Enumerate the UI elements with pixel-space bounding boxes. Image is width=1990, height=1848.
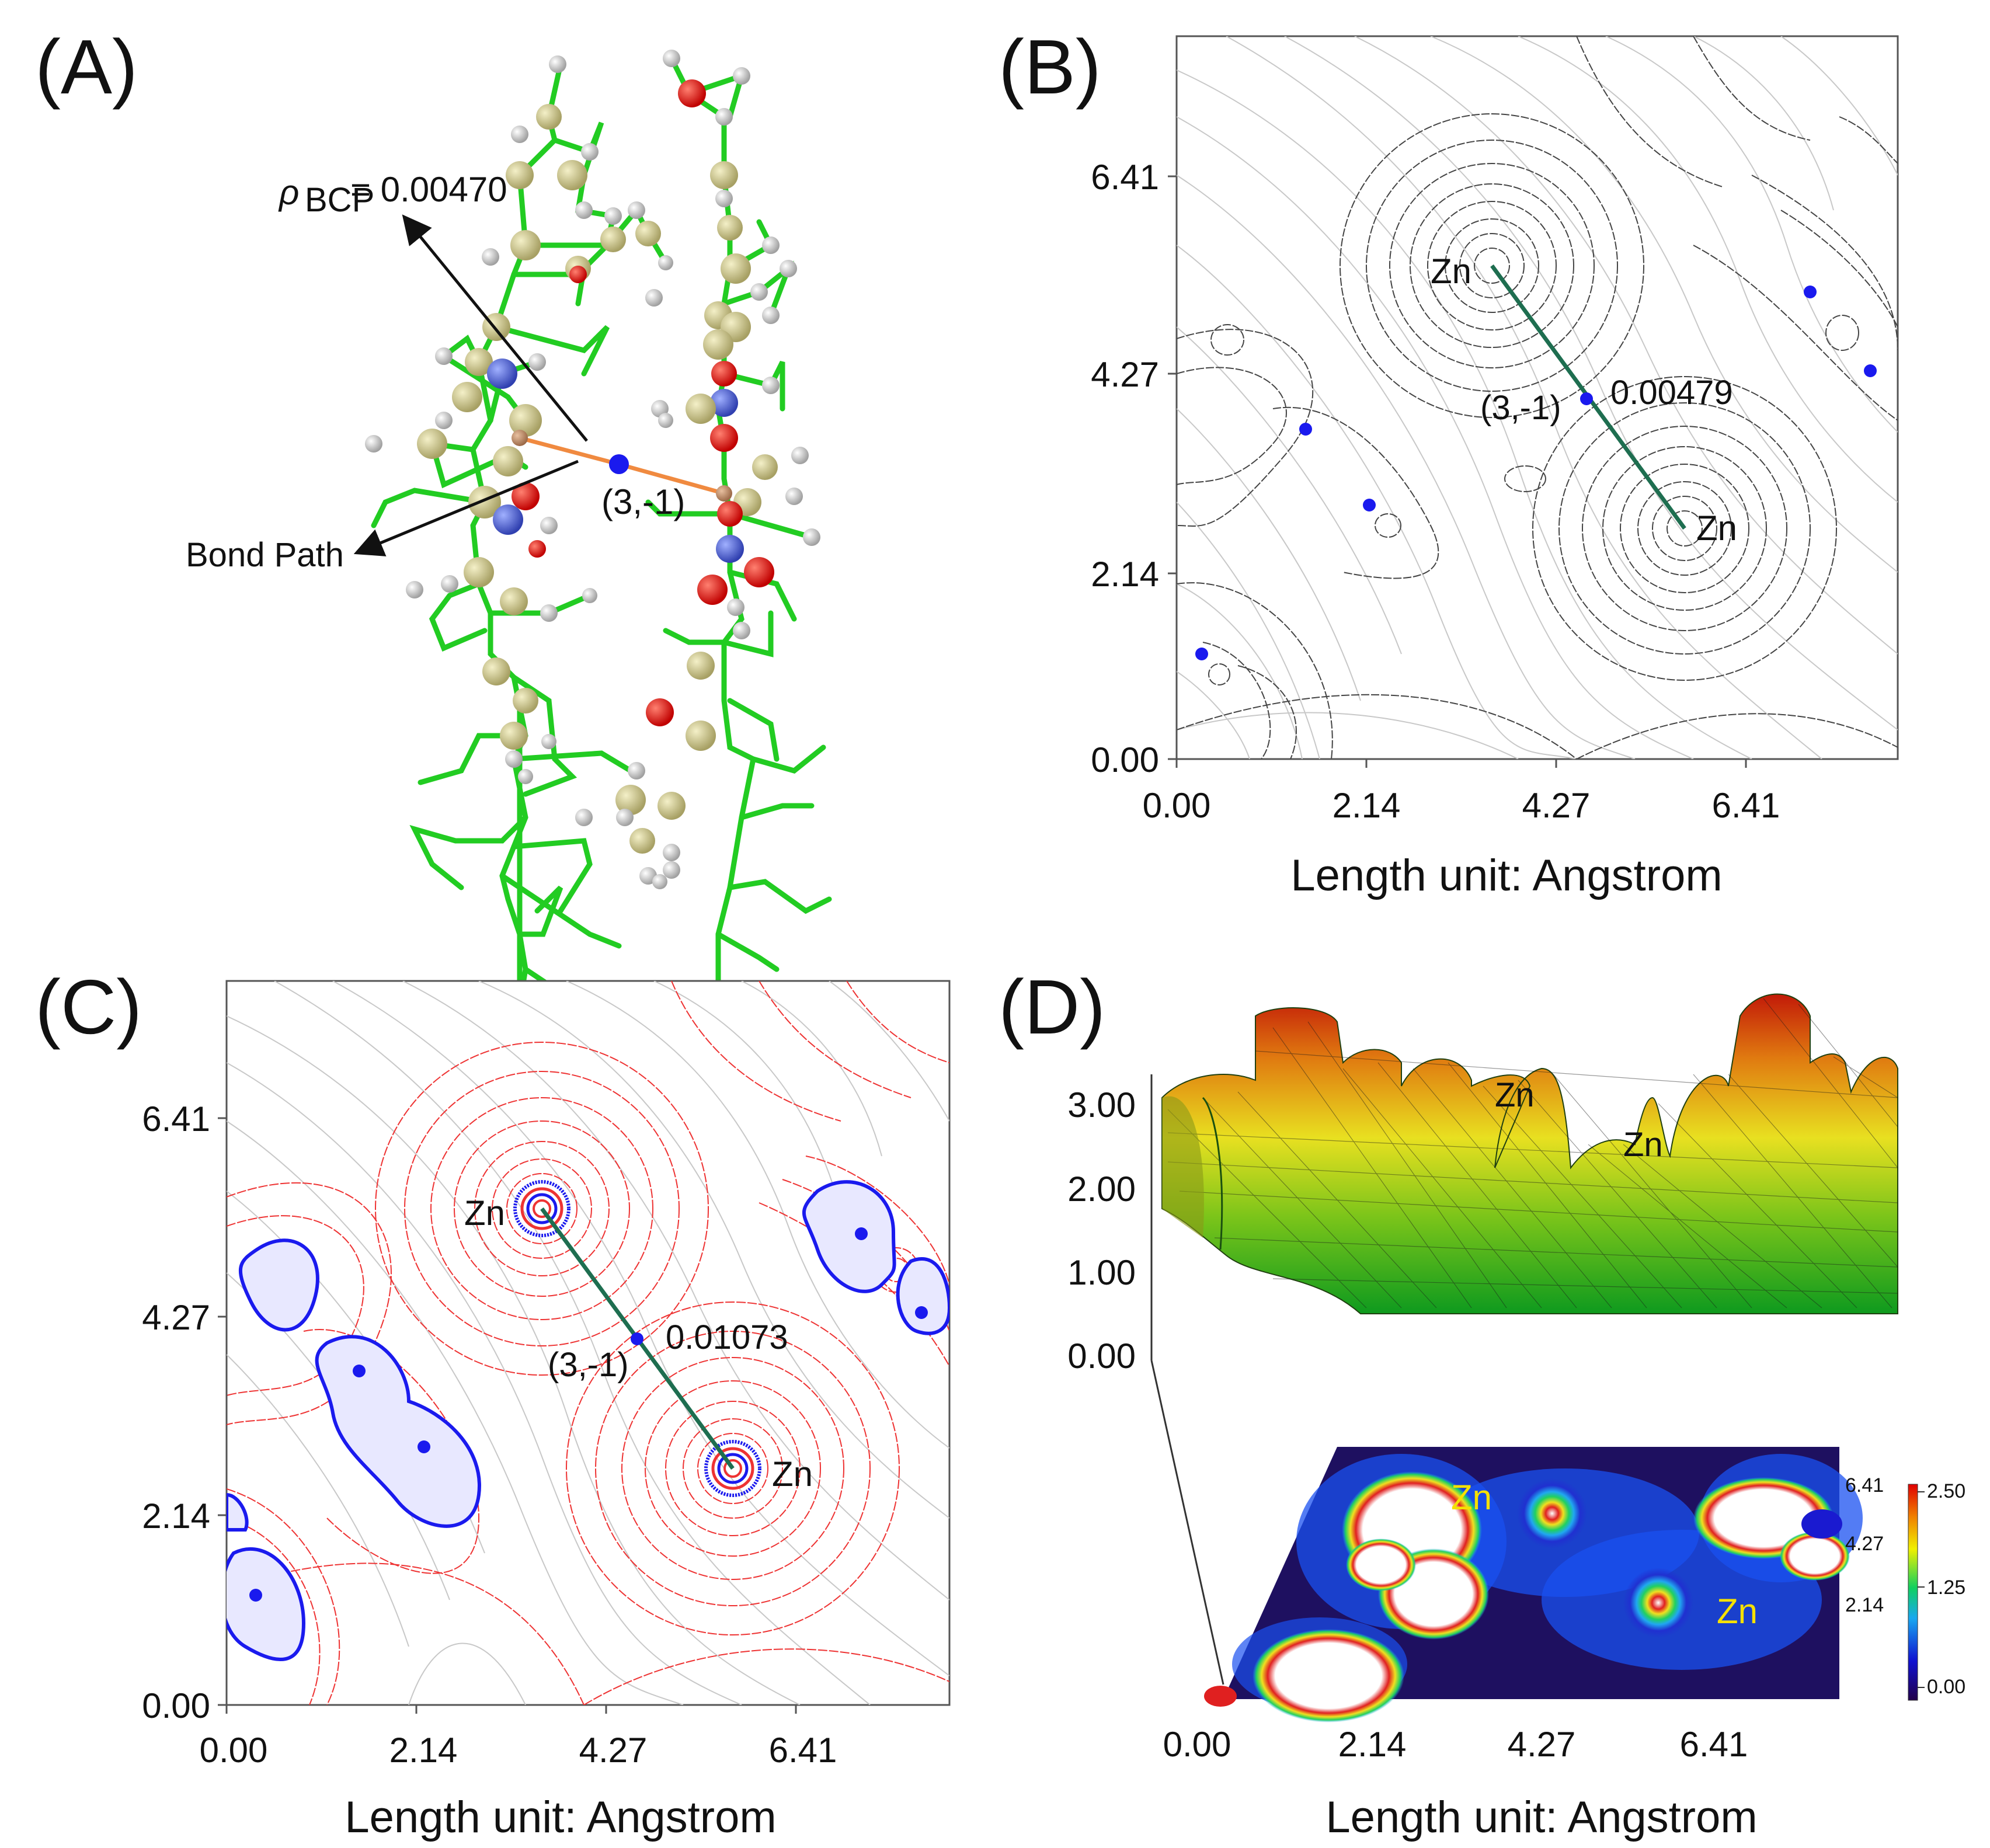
cp-point (249, 1589, 262, 1602)
axis-ticks-c (218, 1117, 797, 1714)
x-tick: 2.14 (389, 1731, 458, 1770)
panel-letter-c: (C) (35, 964, 142, 1050)
x-tick: 0.00 (1143, 786, 1211, 825)
cp-label-b: (3,-1) (1480, 389, 1561, 427)
zn-core-c1 (513, 1180, 570, 1237)
y-axis-c: 0.00 2.14 4.27 6.41 (142, 1099, 210, 1725)
cp-label-a: (3,-1) (601, 482, 685, 521)
cp-point (1804, 286, 1817, 298)
panel-letter-d: (D) (999, 964, 1105, 1050)
x-tick: 0.00 (200, 1731, 268, 1770)
x-axis-c: 0.00 2.14 4.27 6.41 (200, 1731, 837, 1770)
cp-value-c: 0.01073 (666, 1318, 788, 1356)
colorbar: 2.50 1.25 0.00 (1908, 1480, 1965, 1701)
colorbar-tick: 2.50 (1927, 1480, 1965, 1502)
x-tick: 2.14 (1333, 786, 1401, 825)
bond-path-arrow (353, 460, 579, 556)
y-tick: 0.00 (1091, 740, 1159, 779)
panel-c: (C) (35, 964, 951, 1842)
cp-point (418, 1440, 430, 1453)
cp-point (353, 1365, 366, 1377)
cp-label-c: (3,-1) (548, 1346, 629, 1384)
zn-label-b1: Zn (1431, 252, 1471, 291)
cp-point (1195, 648, 1208, 660)
x-axis-d: 0.00 2.14 4.27 6.41 (1163, 1725, 1748, 1764)
panel-letter-b: (B) (999, 24, 1101, 110)
rho-value: = 0.00470 (350, 170, 507, 209)
colorbar-tick: 0.00 (1927, 1676, 1965, 1698)
x-tick: 6.41 (1712, 786, 1780, 825)
y-tick: 2.14 (142, 1497, 210, 1536)
map-y-tick: 2.14 (1845, 1594, 1884, 1616)
rho-label: ρ (278, 173, 299, 212)
x-tick: 4.27 (1522, 786, 1591, 825)
z-tick: 1.00 (1067, 1253, 1136, 1292)
x-axis-b: 0.00 2.14 4.27 6.41 (1143, 786, 1780, 825)
surface-3d: Zn Zn (1161, 993, 1898, 1314)
cp-point (1299, 423, 1312, 436)
axis-ticks-b (1168, 175, 1747, 768)
map-zn-2 (1623, 1568, 1693, 1638)
contour-field-c (227, 981, 949, 1705)
map-zn-1 (1517, 1478, 1587, 1548)
z-axis-d: 3.00 2.00 1.00 0.00 (1067, 1074, 1224, 1685)
zn-label-c2: Zn (772, 1454, 813, 1494)
y-tick: 4.27 (1091, 355, 1159, 394)
cp-point (855, 1227, 868, 1240)
cp-point (1864, 364, 1877, 377)
peak-label-2: Zn (1623, 1126, 1663, 1164)
zn-label-b2: Zn (1696, 509, 1737, 548)
y-axis-b: 0.00 2.14 4.27 6.41 (1091, 158, 1159, 779)
rho-subscript: BCP (305, 181, 374, 219)
map-y-tick: 6.41 (1845, 1474, 1884, 1497)
colorbar-tick: 1.25 (1927, 1576, 1965, 1599)
z-tick: 0.00 (1067, 1337, 1136, 1376)
bond-path-label: Bond Path (186, 536, 344, 574)
x-tick: 4.27 (1508, 1725, 1576, 1764)
x-tick: 6.41 (769, 1731, 837, 1770)
map-zn-label-2: Zn (1717, 1592, 1758, 1631)
x-tick: 0.00 (1163, 1725, 1231, 1764)
x-axis-title-c: Length unit: Angstrom (345, 1793, 776, 1842)
y-tick: 4.27 (142, 1298, 210, 1337)
y-tick: 6.41 (1091, 158, 1159, 197)
cp-point (1363, 499, 1376, 511)
rho-arrow (402, 214, 588, 442)
bond-critical-point (609, 454, 629, 474)
x-tick: 4.27 (579, 1731, 648, 1770)
cp-point (915, 1306, 928, 1319)
bcp-b (1580, 392, 1593, 405)
z-tick: 3.00 (1067, 1085, 1136, 1125)
map-y-tick: 4.27 (1845, 1533, 1884, 1555)
x-tick: 6.41 (1680, 1725, 1748, 1764)
x-axis-title-d: Length unit: Angstrom (1325, 1793, 1757, 1842)
negative-lobes (227, 1180, 949, 1662)
z-tick: 2.00 (1067, 1170, 1136, 1209)
panel-letter-a: (A) (35, 24, 138, 110)
y-tick: 6.41 (142, 1099, 210, 1139)
x-tick: 2.14 (1338, 1725, 1407, 1764)
x-axis-title-b: Length unit: Angstrom (1290, 851, 1722, 900)
zn-core-c2 (704, 1440, 761, 1497)
bcp-c (631, 1332, 643, 1345)
map-zn-label-1: Zn (1451, 1478, 1492, 1517)
plot-frame-b (1175, 35, 1899, 760)
y-tick: 2.14 (1091, 555, 1159, 594)
cp-value-b: 0.00479 (1610, 374, 1733, 412)
y-tick: 0.00 (142, 1686, 210, 1725)
contour-field-b (1177, 36, 1898, 759)
panel-b: (B) (999, 24, 1899, 900)
panel-d: (D) 3.00 2.00 1.00 0.00 (999, 964, 1965, 1842)
peak-label-1: Zn (1495, 1076, 1535, 1114)
zn-label-c1: Zn (464, 1193, 505, 1233)
projected-map: Zn Zn 6.41 4.27 2.14 (1204, 1447, 1884, 1722)
